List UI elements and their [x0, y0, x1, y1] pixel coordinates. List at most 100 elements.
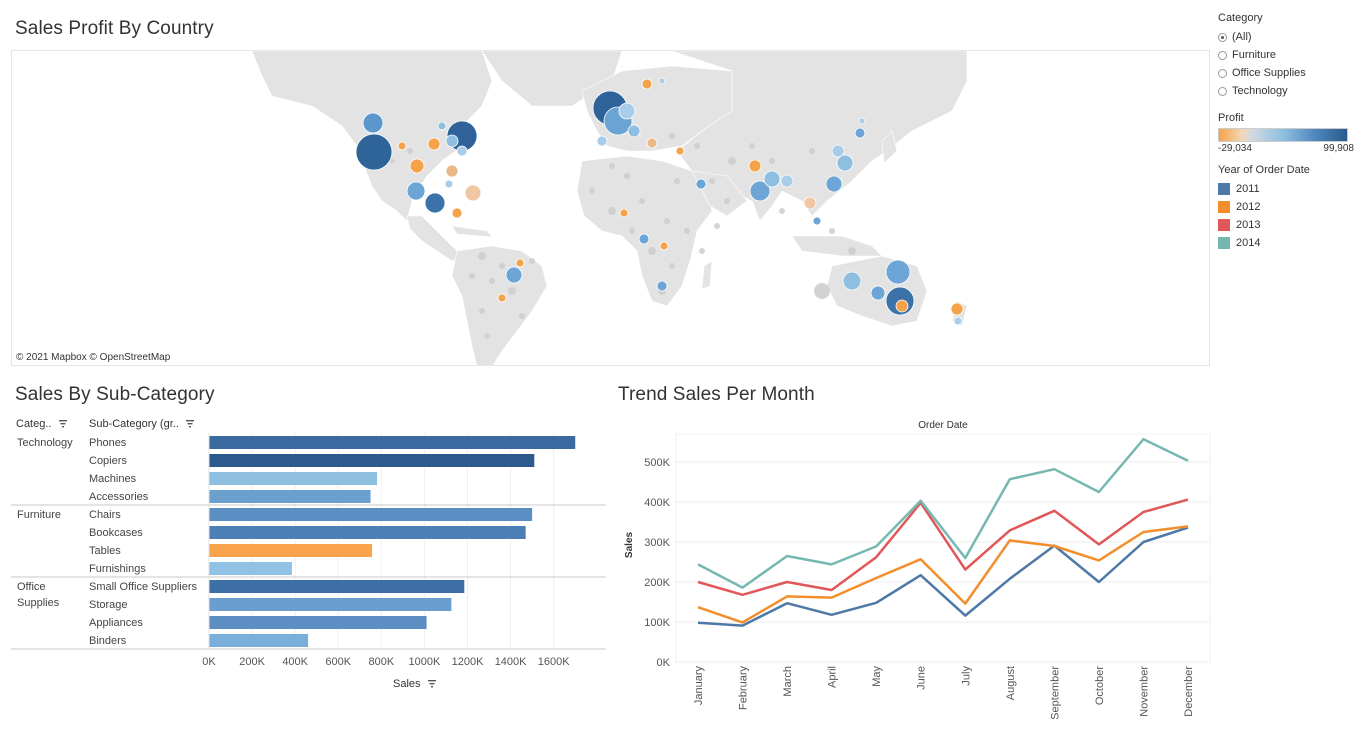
profit-max-label: 99,908 [1323, 143, 1354, 154]
line-chart-title: Trend Sales Per Month [618, 384, 815, 405]
bar [209, 544, 373, 557]
y-axis-title: Sales [624, 531, 635, 558]
profit-min-label: -29,034 [1218, 143, 1252, 154]
x-tick-label: 800K [368, 656, 394, 668]
color-swatch [1218, 183, 1230, 195]
category-option-office-supplies[interactable]: Office Supplies [1218, 64, 1358, 82]
bar [209, 508, 533, 521]
category-option-label: Furniture [1232, 49, 1277, 61]
subcategory-label: Furnishings [89, 563, 146, 575]
bar [209, 454, 535, 467]
category-header-label: Categ.. [16, 418, 52, 430]
sort-icon[interactable] [58, 420, 67, 428]
profit-legend-title: Profit [1218, 112, 1244, 124]
bar-chart-title: Sales By Sub-Category [15, 384, 215, 405]
bar [209, 598, 452, 611]
sort-icon[interactable] [427, 680, 436, 688]
bar [209, 526, 526, 539]
subcategory-header-label: Sub-Category (gr.. [89, 418, 179, 430]
x-tick-label: 0K [202, 656, 216, 668]
x-tick-label: February [738, 666, 750, 711]
category-label: Technology [17, 437, 73, 449]
radio-icon[interactable] [1218, 86, 1227, 96]
subcategory-label: Accessories [89, 491, 149, 503]
bar [209, 616, 427, 629]
subcategory-label: Small Office Suppliers [89, 581, 198, 593]
x-tick-label: November [1138, 666, 1150, 717]
series-line-2011 [697, 526, 1189, 627]
profit-bubbles [355, 77, 964, 326]
x-tick-label: October [1094, 666, 1106, 705]
radio-selected-icon[interactable] [1218, 32, 1227, 42]
y-tick-label: 0K [657, 657, 671, 669]
profit-color-ramp [1218, 128, 1348, 142]
subcategory-column-header[interactable]: Sub-Category (gr.. [89, 418, 194, 430]
category-label: Supplies [17, 597, 60, 609]
series-line-2014 [697, 437, 1189, 589]
category-option-label: Office Supplies [1232, 67, 1306, 79]
subcategory-label: Copiers [89, 455, 127, 467]
bar [209, 634, 309, 647]
x-tick-label: 1200K [452, 656, 484, 668]
map-canvas[interactable] [12, 51, 1210, 366]
x-tick-label: January [693, 666, 705, 706]
sales-axis-label: Sales [393, 678, 421, 690]
y-tick-label: 100K [644, 617, 670, 629]
x-tick-label: 1400K [495, 656, 527, 668]
subcategory-bar-chart: Categ.. Sub-Category (gr.. 0K 200K 400K 600… [11, 412, 606, 702]
world-map[interactable]: © 2021 Mapbox © OpenStreetMap [11, 50, 1210, 366]
category-filter-title: Category [1218, 12, 1263, 24]
category-column-header[interactable]: Categ.. [16, 418, 67, 430]
radio-icon[interactable] [1218, 68, 1227, 78]
x-tick-label: September [1049, 666, 1061, 720]
x-tick-label: March [782, 666, 794, 697]
category-option-all[interactable]: (All) [1218, 28, 1358, 46]
color-swatch [1218, 219, 1230, 231]
x-tick-label: June [916, 666, 928, 690]
year-legend-item[interactable]: 2012 [1218, 198, 1358, 216]
subcategory-label: Phones [89, 437, 127, 449]
x-tick-label: May [871, 666, 883, 687]
subcategory-label: Storage [89, 599, 128, 611]
y-tick-label: 300K [644, 537, 670, 549]
legend-panel: Category (All) Furniture Office Supplies… [1218, 12, 1358, 252]
category-label: Office [17, 581, 46, 593]
map-attribution[interactable]: © 2021 Mapbox © OpenStreetMap [16, 352, 171, 363]
subcategory-label: Binders [89, 635, 127, 647]
year-legend-title: Year of Order Date [1218, 164, 1310, 176]
x-tick-label: 600K [325, 656, 351, 668]
category-option-technology[interactable]: Technology [1218, 82, 1358, 100]
category-option-label: (All) [1232, 31, 1252, 43]
x-tick-label: 400K [282, 656, 308, 668]
series-line-2013 [697, 498, 1189, 597]
sales-axis-title[interactable]: Sales [393, 678, 436, 690]
y-tick-label: 200K [644, 577, 670, 589]
subcategory-label: Bookcases [89, 527, 143, 539]
year-legend-item[interactable]: 2014 [1218, 234, 1358, 252]
subcategory-label: Machines [89, 473, 137, 485]
radio-icon[interactable] [1218, 50, 1227, 60]
order-date-header: Order Date [918, 420, 968, 431]
year-label: 2012 [1236, 201, 1261, 213]
sort-icon[interactable] [185, 420, 194, 428]
bar [209, 490, 371, 503]
year-label: 2014 [1236, 237, 1261, 249]
x-tick-label: July [960, 666, 972, 686]
category-option-furniture[interactable]: Furniture [1218, 46, 1358, 64]
bar [209, 472, 378, 485]
bar-chart-svg: 0K 200K 400K 600K 800K 1000K 1200K 1400K 1600K Te… [11, 433, 606, 668]
year-legend-item[interactable]: 2011 [1218, 180, 1358, 198]
bar [209, 580, 465, 593]
bar [209, 436, 576, 449]
x-tick-label: 200K [239, 656, 265, 668]
category-option-label: Technology [1232, 85, 1288, 97]
x-tick-label: 1000K [409, 656, 441, 668]
year-label: 2011 [1236, 183, 1260, 195]
year-legend-item[interactable]: 2013 [1218, 216, 1358, 234]
subcategory-label: Appliances [89, 617, 143, 629]
y-tick-label: 500K [644, 457, 670, 469]
map-title: Sales Profit By Country [15, 18, 214, 39]
trend-line-chart: Order Date Sales 0K 100K 200K 300K 400K 500K J… [618, 412, 1218, 732]
plot-area [675, 433, 1211, 663]
category-label: Furniture [17, 509, 61, 521]
